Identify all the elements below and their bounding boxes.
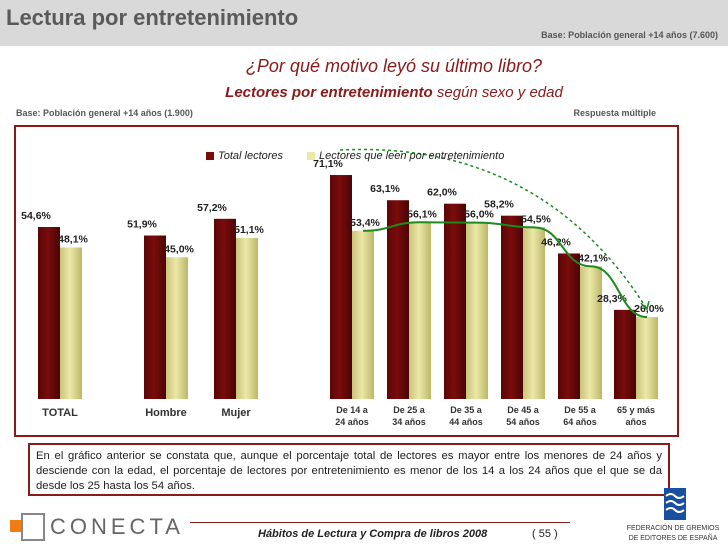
category-label-5-0: De 35 a [450, 405, 483, 415]
category-label-0-0: TOTAL [42, 407, 78, 419]
bar-total-lectores-2 [214, 218, 236, 399]
label-entretenimiento-6: 54,5% [521, 213, 551, 225]
label-total-lectores-6: 58,2% [484, 199, 514, 211]
category-label-3-1: 24 años [335, 417, 369, 427]
label-entretenimiento-7: 42,1% [578, 252, 608, 264]
legend-label-total: Total lectores [218, 150, 284, 162]
bar-entretenimiento-1 [166, 257, 188, 399]
category-label-8-1: años [625, 417, 646, 427]
federation-line-2: DE EDITORES DE ESPAÑA [628, 535, 718, 542]
bar-total-lectores-0 [38, 227, 60, 399]
bar-total-lectores-7 [558, 253, 580, 399]
legend-item-entertainment: Lectores que leen por entretenimiento [307, 150, 504, 162]
trend-line-total-dotted [339, 148, 648, 310]
legend-label-entertainment: Lectores que leen por entretenimiento [319, 150, 505, 162]
label-entretenimiento-8: 26,0% [634, 303, 664, 315]
bar-entretenimiento-2 [236, 238, 258, 399]
label-entretenimiento-2: 51,1% [234, 224, 264, 236]
federation-name: FEDERACIÓN DE GREMIOS DE EDITORES DE ESP… [626, 524, 720, 544]
page-number: ( 55 ) [532, 528, 558, 540]
label-entretenimiento-0: 48,1% [58, 233, 88, 245]
label-total-lectores-4: 63,1% [370, 183, 400, 195]
conecta-logo-text: CONECTA [50, 514, 184, 539]
bar-total-lectores-4 [387, 200, 409, 399]
chart-frame [14, 125, 679, 437]
label-total-lectores-8: 28,3% [597, 293, 627, 305]
category-label-4-1: 34 años [392, 417, 426, 427]
subtitle-bold: Lectores por entretenimiento [225, 84, 433, 101]
trend-arrow-head-icon [640, 300, 650, 311]
bar-entretenimiento-4 [409, 222, 431, 399]
legend-item-total: Total lectores [206, 150, 283, 162]
question-title: ¿Por qué motivo leyó su último libro? [245, 56, 543, 76]
category-label-3-0: De 14 a [336, 405, 369, 415]
bar-entretenimiento-7 [580, 266, 602, 399]
label-total-lectores-3: 71,1% [313, 158, 343, 170]
multiple-response: Respuesta múltiple [573, 108, 656, 118]
bar-entretenimiento-3 [352, 230, 374, 399]
footer-divider [190, 522, 570, 523]
explanation-note: En el gráfico anterior se constata que, … [28, 443, 670, 496]
sample-base: Base: Población general +14 años (1.900) [16, 108, 193, 118]
bar-entretenimiento-5 [466, 222, 488, 399]
legend-swatch-entertainment [307, 152, 316, 161]
header-bar: Lectura por entretenimiento Base: Poblac… [0, 0, 728, 46]
category-label-5-1: 44 años [449, 417, 483, 427]
header-base: Base: Población general +14 años (7.600) [541, 30, 718, 40]
label-entretenimiento-1: 45,0% [164, 243, 194, 255]
page-title: Lectura por entretenimiento [6, 5, 299, 30]
bar-total-lectores-6 [501, 215, 523, 399]
footer-title: Hábitos de Lectura y Compra de libros 20… [258, 528, 488, 540]
legend-swatch-total [206, 152, 214, 161]
conecta-logo-icon [10, 513, 45, 541]
bar-entretenimiento-8 [636, 317, 658, 399]
bar-chart: 54,6% 48,1% TOTAL 51,9% 45,0% Hombre 57,2% 51,1… [21, 148, 665, 427]
label-total-lectores-0: 54,6% [21, 210, 51, 222]
category-label-2-0: Mujer [221, 407, 251, 419]
category-label-1-0: Hombre [145, 407, 187, 419]
federation-line-1: FEDERACIÓN DE GREMIOS [626, 525, 720, 532]
chart-subtitle: Lectores por entretenimiento según sexo … [0, 84, 728, 101]
bar-total-lectores-8 [614, 309, 636, 399]
category-label-4-0: De 25 a [393, 405, 426, 415]
category-label-6-0: De 45 a [507, 405, 540, 415]
category-label-8-0: 65 y más [617, 405, 655, 415]
chart-legend: Total lectores Lectores que leen por ent… [206, 150, 504, 162]
label-entretenimiento-3: 53,4% [350, 217, 380, 229]
bar-entretenimiento-6 [523, 227, 545, 399]
bar-total-lectores-3 [330, 175, 352, 399]
subtitle-rest: según sexo y edad [432, 84, 563, 101]
label-entretenimiento-5: 56,0% [464, 209, 494, 221]
category-label-6-1: 54 años [506, 417, 540, 427]
bar-total-lectores-1 [144, 235, 166, 399]
label-total-lectores-7: 46,2% [541, 236, 571, 248]
bar-entretenimiento-0 [60, 247, 82, 399]
category-label-7-0: De 55 a [564, 405, 597, 415]
label-total-lectores-2: 57,2% [197, 202, 227, 214]
label-total-lectores-1: 51,9% [127, 219, 157, 231]
federation-logo-icon [664, 488, 686, 520]
category-label-7-1: 64 años [563, 417, 597, 427]
trend-line-entretenimiento [362, 221, 648, 319]
label-total-lectores-5: 62,0% [427, 187, 457, 199]
bar-total-lectores-5 [444, 203, 466, 399]
label-entretenimiento-4: 56,1% [407, 208, 437, 220]
